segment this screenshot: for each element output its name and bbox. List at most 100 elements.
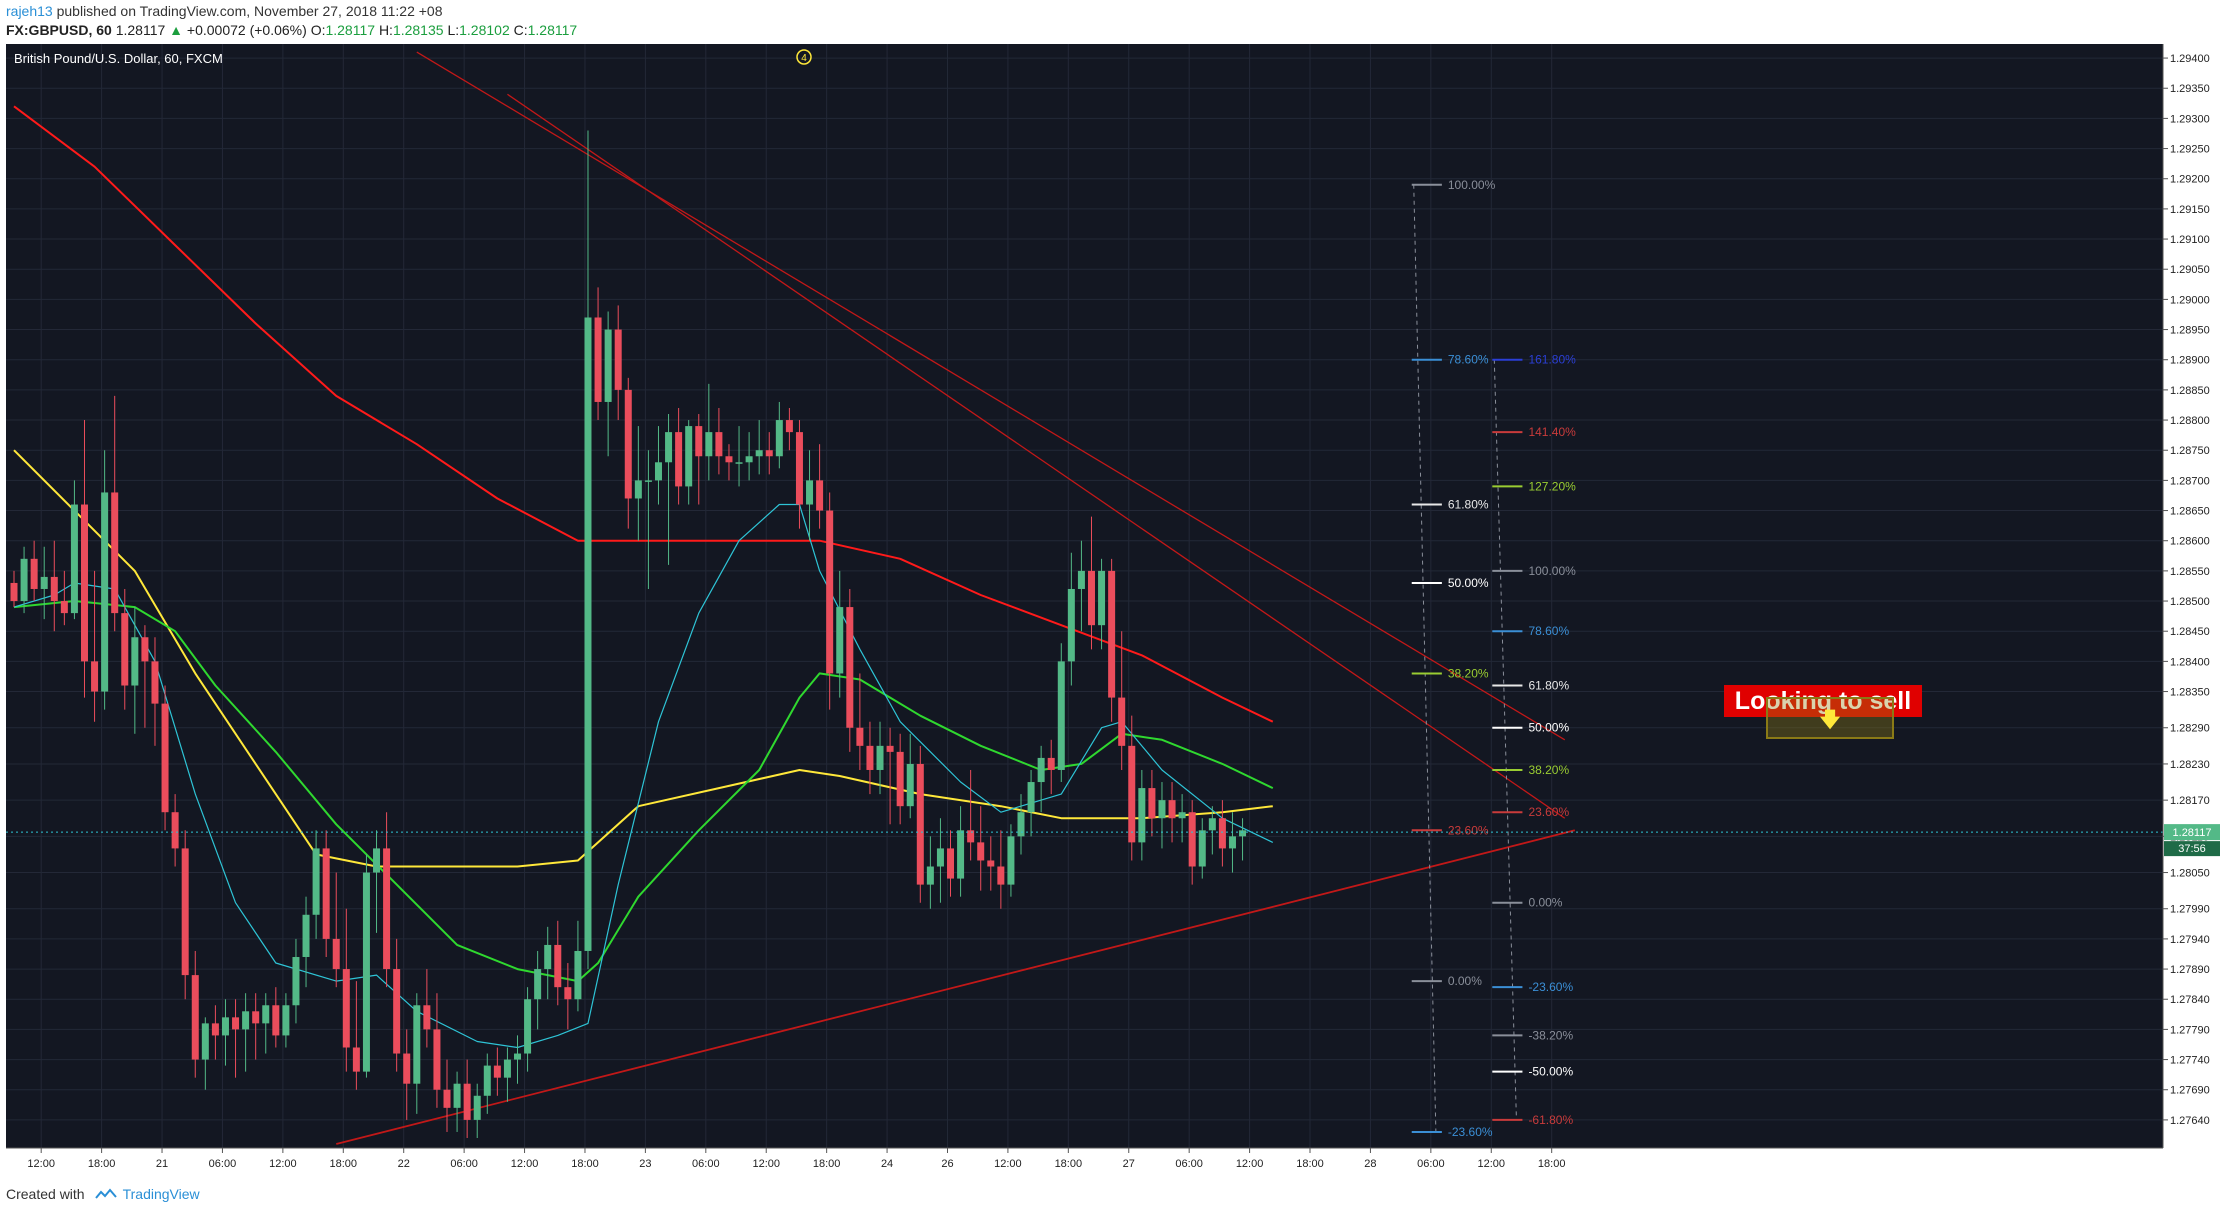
candle[interactable] [282,993,290,1048]
candle[interactable] [151,637,159,746]
candle[interactable] [161,685,169,831]
candle[interactable] [383,812,391,988]
candle[interactable] [594,287,602,421]
candle[interactable] [121,588,129,710]
candle[interactable] [1087,516,1095,650]
candle[interactable] [624,377,632,529]
candle[interactable] [816,444,824,529]
candle[interactable] [977,806,985,891]
candle[interactable] [866,721,874,795]
trendline[interactable] [507,93,1566,819]
candle[interactable] [957,806,965,897]
candle[interactable] [131,607,139,734]
tradingview-link[interactable]: TradingView [122,1186,200,1202]
price-chart[interactable]: 100.00% 78.60% 61.80% 50.00% 38.20% 23.60% 0.0… [0,40,2222,1180]
candle[interactable] [705,383,713,481]
candle[interactable] [514,1035,521,1084]
candle[interactable] [272,987,280,1048]
candle[interactable] [735,426,743,487]
candle[interactable] [614,305,622,421]
candle[interactable] [403,1029,411,1120]
candle[interactable] [785,407,793,451]
candle[interactable] [302,896,310,988]
candle[interactable] [534,950,542,1030]
candle[interactable] [1118,631,1126,770]
candle[interactable] [60,570,68,626]
candle[interactable] [201,1017,209,1090]
candle[interactable] [171,794,179,867]
candle[interactable] [544,926,552,1000]
candle[interactable] [1047,739,1055,795]
candle[interactable] [221,999,229,1066]
candle[interactable] [413,993,421,1114]
candle[interactable] [443,1059,451,1132]
candle[interactable] [644,450,652,589]
candle[interactable] [503,1047,511,1102]
candle[interactable] [856,673,864,770]
candle[interactable] [564,963,572,1030]
candle[interactable] [886,727,894,825]
moving-average-line[interactable] [13,449,1273,868]
candle[interactable] [20,546,28,614]
event-marker[interactable]: 4 [796,49,812,65]
candle[interactable] [584,130,592,970]
candle[interactable] [574,920,582,1012]
candle[interactable] [1128,715,1136,861]
candle[interactable] [1228,812,1236,873]
candle[interactable] [524,987,532,1072]
candle[interactable] [1007,824,1015,897]
candle[interactable] [806,450,814,541]
candle[interactable] [423,969,431,1048]
candle[interactable] [1027,769,1035,837]
candle[interactable] [80,420,88,698]
candle[interactable] [675,407,683,505]
candle[interactable] [483,1053,491,1114]
candle[interactable] [332,872,340,988]
candle[interactable] [765,432,773,475]
candle[interactable] [312,830,320,939]
trendline[interactable] [336,829,1576,1145]
fib-extension[interactable]: 100.00% 78.60% 61.80% 50.00% 38.20% 23.60% 0.0… [1411,178,1496,1139]
candle[interactable] [987,836,995,891]
candle[interactable] [685,420,693,505]
candle[interactable] [453,1071,461,1132]
candle[interactable] [634,426,642,541]
candle[interactable] [967,769,975,861]
candle[interactable] [654,426,662,505]
candle[interactable] [433,993,441,1108]
candle[interactable] [836,570,844,698]
candle[interactable] [554,920,562,1006]
candle[interactable] [876,721,884,795]
candle[interactable] [1108,558,1116,722]
candle[interactable] [322,830,330,958]
candle[interactable] [373,830,381,933]
trendline[interactable] [416,51,1566,741]
sell-annotation[interactable]: Looking to sell [1724,685,1922,717]
candle[interactable] [141,625,149,728]
candle[interactable] [1098,558,1106,650]
candle[interactable] [473,1083,481,1138]
candle[interactable] [936,818,944,903]
candle[interactable] [1138,769,1146,861]
candle[interactable] [211,1005,219,1060]
candle[interactable] [906,733,914,819]
candle[interactable] [604,311,612,457]
candle[interactable] [463,1059,471,1138]
candle[interactable] [896,733,904,825]
candle[interactable] [342,908,350,1072]
candle[interactable] [252,993,260,1060]
candle[interactable] [947,830,955,897]
candle[interactable] [91,570,99,722]
candle[interactable] [665,414,673,565]
candle[interactable] [725,444,733,481]
price-axis[interactable] [2163,44,2222,1148]
candle[interactable] [40,546,48,620]
candle[interactable] [292,938,300,1024]
candle[interactable] [1239,818,1247,861]
candle[interactable] [181,830,189,1000]
candle[interactable] [826,492,834,710]
candle[interactable] [1208,806,1216,855]
candle[interactable] [111,395,119,632]
candle[interactable] [775,401,783,469]
candle[interactable] [232,999,240,1078]
